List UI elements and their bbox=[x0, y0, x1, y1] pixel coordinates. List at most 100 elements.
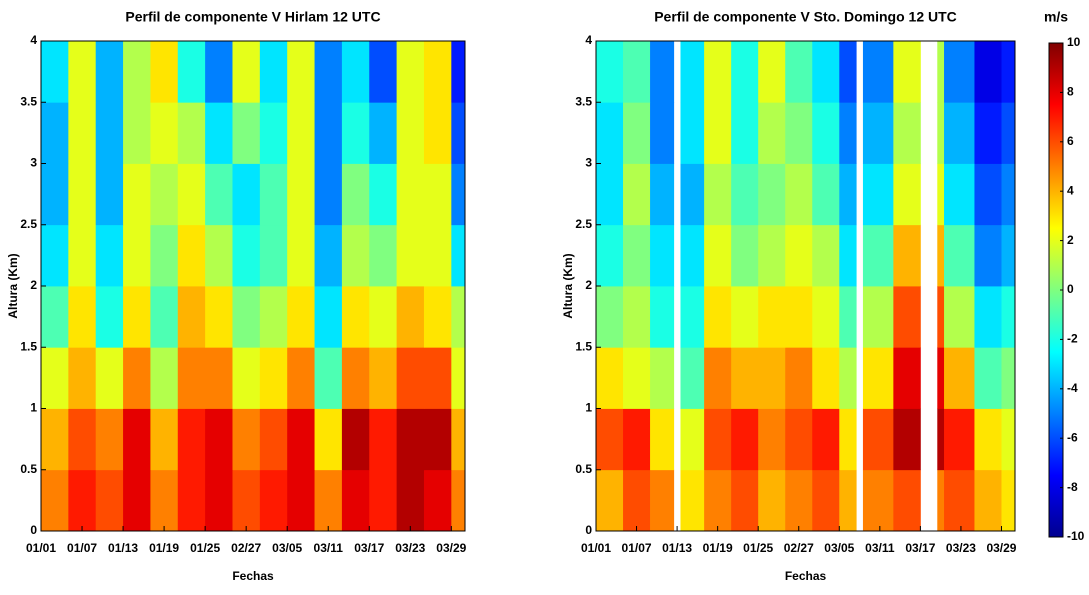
heat-cell bbox=[1001, 41, 1016, 103]
heat-cell bbox=[314, 347, 343, 409]
heat-cell bbox=[812, 408, 840, 471]
heat-cell bbox=[341, 347, 370, 409]
heat-cell bbox=[205, 163, 233, 226]
x-tick-label: 03/11 bbox=[865, 541, 895, 555]
heat-cell bbox=[704, 163, 732, 226]
heat-cell bbox=[1001, 102, 1016, 164]
heat-cell bbox=[758, 469, 786, 532]
heat-cell bbox=[1001, 286, 1016, 348]
y-tick-label: 2 bbox=[585, 278, 592, 292]
x-tick-label: 01/01 bbox=[26, 541, 56, 555]
colorbar-tick-label: 10 bbox=[1067, 35, 1081, 49]
heat-cell bbox=[680, 347, 705, 409]
colorbar-tick-label: -6 bbox=[1067, 430, 1078, 444]
heat-cell bbox=[623, 102, 651, 164]
heat-cell bbox=[205, 469, 233, 532]
heat-cell bbox=[785, 41, 813, 103]
heat-cell bbox=[451, 224, 466, 287]
y-tick-label: 0.5 bbox=[20, 462, 37, 476]
x-tick-label: 02/27 bbox=[231, 541, 261, 555]
heat-cell bbox=[650, 41, 675, 103]
y-tick-label: 1.5 bbox=[20, 339, 37, 353]
x-tick-label: 01/19 bbox=[703, 541, 733, 555]
heat-cell bbox=[150, 102, 179, 164]
heat-cell bbox=[369, 41, 398, 103]
heat-cell bbox=[893, 469, 921, 532]
heat-cell bbox=[937, 286, 945, 348]
y-tick-label: 1 bbox=[585, 401, 592, 415]
heat-cell bbox=[369, 224, 398, 287]
heat-cell bbox=[785, 347, 813, 409]
heat-cell bbox=[95, 408, 124, 471]
x-tick-label: 03/11 bbox=[314, 541, 344, 555]
heat-cell bbox=[937, 408, 945, 471]
heat-cell bbox=[974, 469, 1002, 532]
heat-cell bbox=[704, 41, 732, 103]
y-tick-label: 2.5 bbox=[575, 217, 592, 231]
heat-cell bbox=[785, 224, 813, 287]
chart-title: Perfil de componente V Sto. Domingo 12 U… bbox=[654, 9, 957, 25]
x-tick-label: 03/23 bbox=[395, 541, 425, 555]
heat-cell bbox=[123, 41, 151, 103]
y-tick-label: 2.5 bbox=[20, 217, 37, 231]
heat-cell bbox=[95, 469, 124, 532]
heat-cell bbox=[205, 41, 233, 103]
heat-cell bbox=[596, 408, 624, 471]
heat-cell bbox=[862, 408, 894, 471]
x-tick-label: 03/05 bbox=[824, 541, 854, 555]
heat-cell bbox=[369, 469, 398, 532]
heat-cell bbox=[423, 41, 452, 103]
heat-cell bbox=[937, 163, 945, 226]
y-tick-label: 1 bbox=[30, 401, 37, 415]
x-tick-label: 01/19 bbox=[149, 541, 179, 555]
heat-cell bbox=[396, 224, 425, 287]
heat-cell bbox=[812, 286, 840, 348]
heat-cell bbox=[731, 102, 759, 164]
y-tick-label: 4 bbox=[30, 33, 37, 47]
heat-cell bbox=[150, 163, 179, 226]
heat-cell bbox=[944, 347, 975, 409]
heat-cell bbox=[937, 224, 945, 287]
heat-cell bbox=[259, 286, 288, 348]
x-tick-label: 01/13 bbox=[662, 541, 692, 555]
heat-cell bbox=[974, 408, 1002, 471]
x-tick-label: 01/25 bbox=[743, 541, 773, 555]
heat-cell bbox=[177, 224, 206, 287]
heat-cell bbox=[893, 286, 921, 348]
heat-cell bbox=[68, 102, 97, 164]
y-tick-label: 0 bbox=[30, 523, 37, 537]
heat-cell bbox=[862, 469, 894, 532]
heat-cell bbox=[596, 102, 624, 164]
heat-cell bbox=[974, 347, 1002, 409]
heat-cell bbox=[839, 41, 857, 103]
colorbar-tick-label: -10 bbox=[1067, 529, 1085, 543]
heat-cell bbox=[758, 163, 786, 226]
heat-cell bbox=[150, 408, 179, 471]
heat-cell bbox=[758, 408, 786, 471]
heat-cell bbox=[596, 224, 624, 287]
heat-cell bbox=[680, 286, 705, 348]
heat-cell bbox=[123, 102, 151, 164]
heat-cell bbox=[974, 286, 1002, 348]
heat-cell bbox=[423, 224, 452, 287]
heat-cell bbox=[95, 41, 124, 103]
heat-cell bbox=[937, 102, 945, 164]
heat-cell bbox=[259, 347, 288, 409]
heat-cell bbox=[731, 286, 759, 348]
heat-cell bbox=[944, 408, 975, 471]
heat-cell bbox=[396, 102, 425, 164]
heat-cell bbox=[68, 163, 97, 226]
y-tick-label: 3.5 bbox=[20, 94, 37, 108]
heat-cell bbox=[123, 224, 151, 287]
heat-cell bbox=[731, 469, 759, 532]
x-tick-label: 01/07 bbox=[67, 541, 97, 555]
heat-cell bbox=[893, 163, 921, 226]
heat-cell bbox=[758, 41, 786, 103]
colorbar-tick-label: 0 bbox=[1067, 282, 1074, 296]
heat-cell bbox=[41, 224, 69, 287]
heat-cell bbox=[862, 163, 894, 226]
heat-cell bbox=[123, 286, 151, 348]
heat-cell bbox=[596, 347, 624, 409]
heat-cell bbox=[232, 408, 261, 471]
